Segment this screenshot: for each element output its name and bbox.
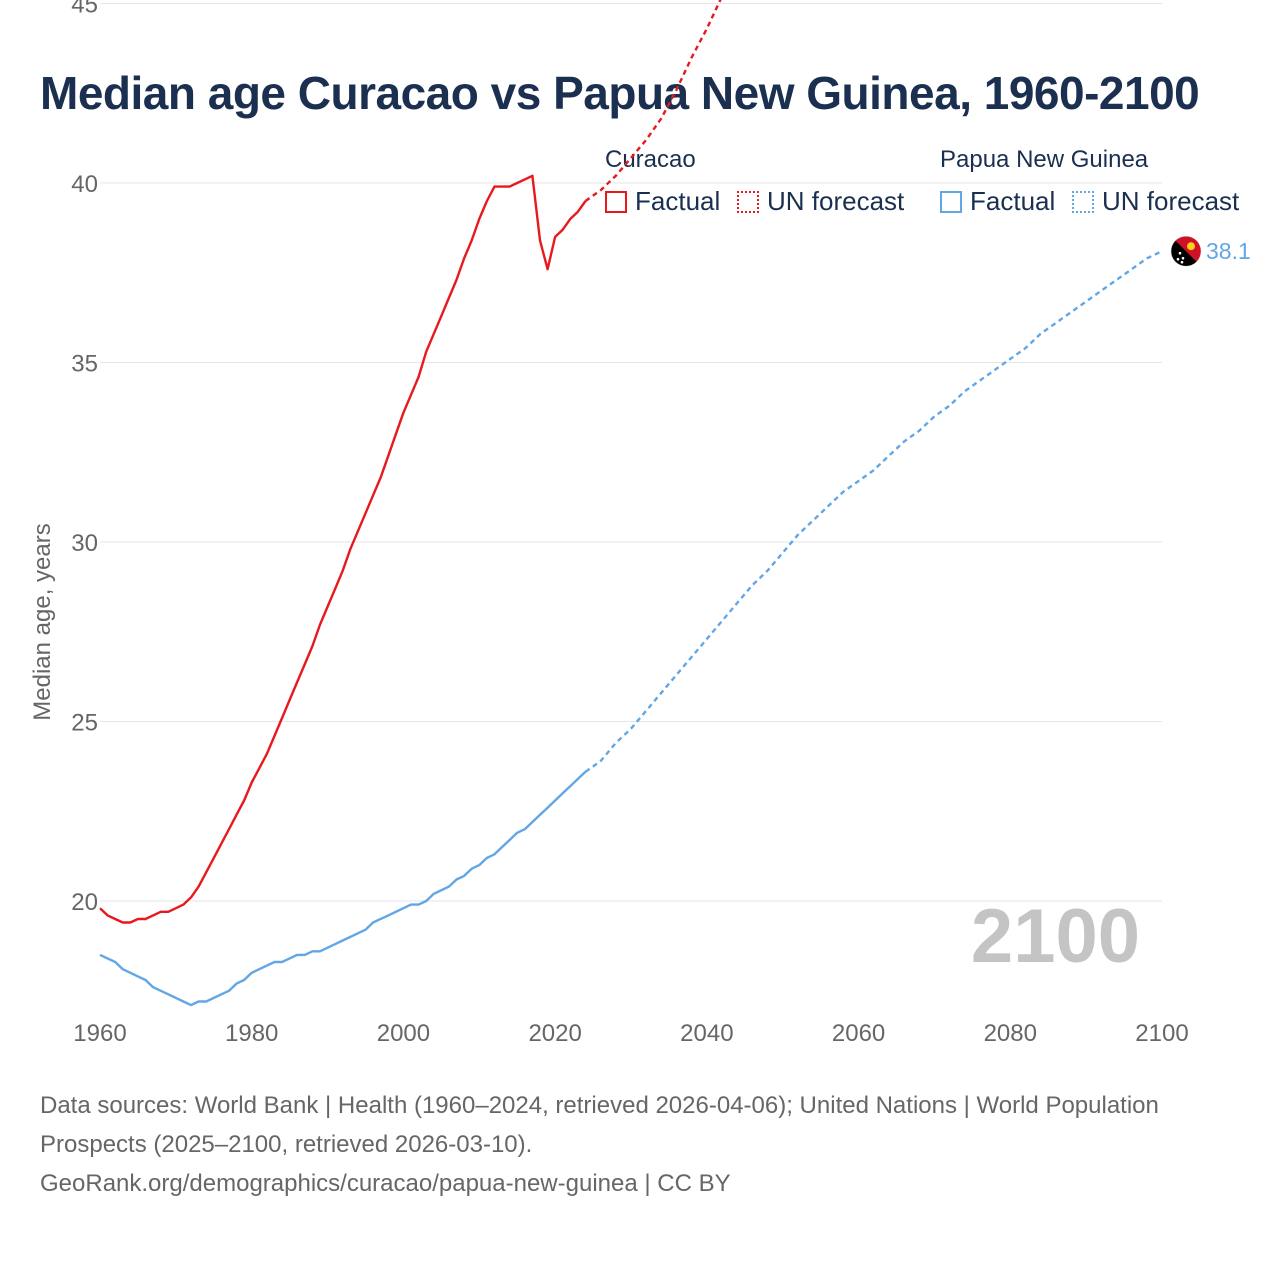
legend-swatch-solid <box>940 190 962 213</box>
data-sources-text: Data sources: World Bank | Health (1960–… <box>40 1092 1159 1158</box>
papua-new-guinea-factual-line <box>99 770 587 1007</box>
papua-new-guinea-forecast-line <box>584 250 1163 773</box>
papua-new-guinea-flag <box>1170 235 1202 267</box>
y-axis-label: Median age, years <box>29 523 56 720</box>
legend-label: Factual <box>970 186 1056 216</box>
legend-png-forecast[interactable]: UN forecast <box>1072 186 1239 217</box>
legend-group-curacao: Curacao <box>605 146 696 173</box>
legend-label: UN forecast <box>767 186 905 216</box>
footer: Data sources: World Bank | Health (1960–… <box>40 1086 1220 1203</box>
legend-label: Factual <box>635 186 721 216</box>
x-tick-label: 1980 <box>225 1020 278 1047</box>
y-tick-label: 30 <box>71 530 98 557</box>
source-url-text: GeoRank.org/demographics/curacao/papua-n… <box>40 1170 731 1197</box>
x-tick-label: 2000 <box>377 1020 430 1047</box>
x-tick-label: 2100 <box>1135 1020 1188 1047</box>
y-tick-label: 45 <box>71 0 98 19</box>
legend-png-factual[interactable]: Factual <box>940 186 1055 217</box>
legend-group-papua-new-guinea: Papua New Guinea <box>940 146 1149 173</box>
legend-curacao-factual[interactable]: Factual <box>605 186 720 217</box>
legend-swatch-dotted <box>1072 190 1094 213</box>
year-watermark: 2100 <box>971 894 1140 979</box>
y-tick-label: 40 <box>71 171 98 198</box>
curacao-forecast-line <box>584 0 722 202</box>
y-tick-label: 25 <box>71 710 98 737</box>
x-tick-label: 2020 <box>528 1020 581 1047</box>
x-tick-label: 2080 <box>984 1020 1037 1047</box>
y-tick-label: 35 <box>71 351 98 378</box>
page-title: Median age Curacao vs Papua New Guinea, … <box>40 67 1200 119</box>
curacao-factual-line <box>99 174 587 924</box>
y-tick-label: 20 <box>71 889 98 916</box>
papua-new-guinea-end-value-label: 38.1 <box>1206 238 1251 264</box>
legend-swatch-dotted <box>737 190 759 213</box>
x-tick-label: 1960 <box>73 1020 126 1047</box>
legend-curacao-forecast[interactable]: UN forecast <box>737 186 904 217</box>
x-tick-label: 2060 <box>832 1020 885 1047</box>
x-tick-label: 2040 <box>680 1020 733 1047</box>
legend-swatch-solid <box>605 190 627 213</box>
legend-label: UN forecast <box>1102 186 1240 216</box>
